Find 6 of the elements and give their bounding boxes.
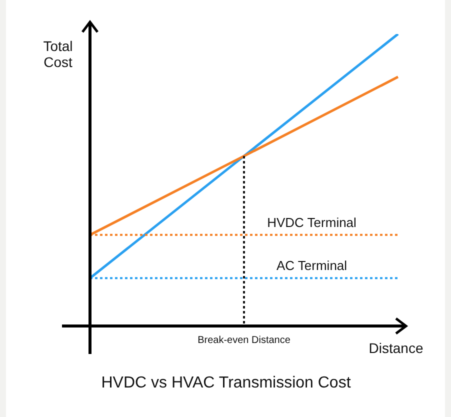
ref-line-label: AC Terminal [276, 258, 348, 274]
text: HVDC vs HVAC Transmission Cost [101, 374, 352, 392]
x-axis-title: Distance [368, 340, 424, 356]
ref-line-label: HVDC Terminal [267, 214, 357, 230]
text: Break-even Distance [198, 334, 291, 346]
y-axis-title: Total Cost [43, 38, 73, 70]
